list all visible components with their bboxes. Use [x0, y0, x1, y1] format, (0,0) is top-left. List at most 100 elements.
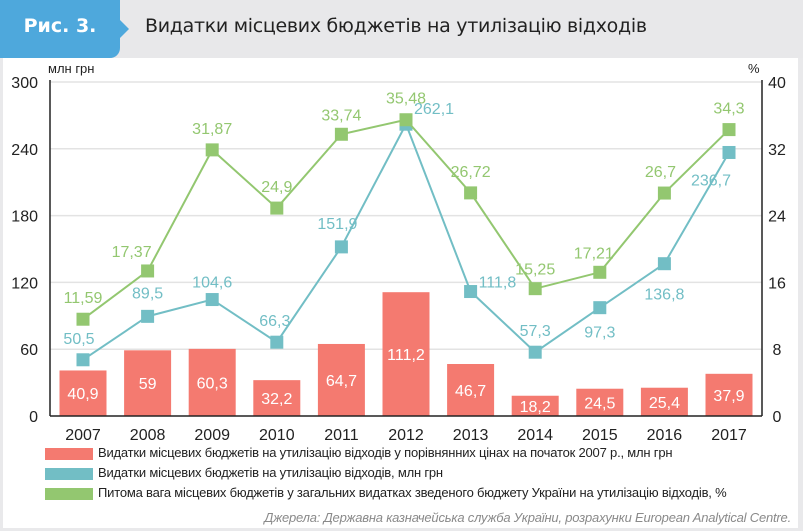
- bar: [59, 370, 107, 416]
- spending-marker: [141, 309, 155, 323]
- share-marker: [657, 186, 671, 200]
- x-tick-label: 2013: [453, 427, 489, 444]
- x-tick-label: 2016: [647, 427, 683, 444]
- bar: [511, 395, 559, 416]
- spending-marker: [270, 335, 284, 349]
- spending-label: 236,7: [691, 172, 731, 189]
- legend-swatch-bars: [45, 448, 93, 460]
- bar-label: 24,5: [584, 395, 615, 412]
- bar: [188, 348, 236, 416]
- right-axis-unit: %: [748, 61, 760, 76]
- bar-series: [59, 292, 753, 416]
- spending-label: 97,3: [584, 325, 615, 342]
- share-marker: [141, 264, 155, 278]
- spending-label: 50,5: [63, 331, 94, 348]
- legend-label-bars: Видатки місцевих бюджетів на утилізацію …: [98, 445, 673, 460]
- x-tick-label: 2012: [388, 427, 424, 444]
- right-tick-label: 24: [768, 209, 786, 226]
- spending-label: 151,9: [317, 216, 357, 233]
- right-tick-label: 16: [768, 275, 786, 292]
- bar-label: 111,2: [387, 347, 425, 364]
- share-marker: [399, 113, 413, 127]
- spending-marker: [528, 345, 542, 359]
- left-tick-label: 240: [11, 142, 38, 159]
- bar-label: 18,2: [520, 399, 551, 416]
- bar-label: 40,9: [67, 386, 98, 403]
- share-marker: [528, 282, 542, 296]
- right-tick-label: 40: [768, 75, 786, 92]
- bar: [640, 387, 688, 416]
- spending-label: 66,3: [259, 313, 290, 330]
- spending-marker: [593, 301, 607, 315]
- spending-marker: [334, 240, 348, 254]
- source-note: Джерела: Державна казначейська служба Ук…: [264, 510, 791, 525]
- share-label: 17,37: [112, 244, 152, 261]
- spending-label: 89,5: [132, 285, 163, 302]
- bar-label: 46,7: [455, 383, 486, 400]
- left-axis-unit: млн грн: [48, 61, 95, 76]
- right-tick-label: 0: [773, 409, 782, 426]
- spending-marker: [205, 293, 219, 307]
- figure-label: Рис. 3.: [23, 15, 97, 37]
- chart-title: Видатки місцевих бюджетів на утилізацію …: [145, 15, 647, 37]
- bar: [576, 388, 624, 416]
- share-line: [82, 118, 730, 321]
- left-tick-label: 300: [11, 75, 38, 92]
- spending-marker: [722, 145, 736, 159]
- legend-label-share: Питома вага місцевих бюджетів у загальни…: [98, 485, 727, 500]
- bar-label: 60,3: [197, 375, 228, 392]
- bar: [705, 373, 753, 416]
- share-marker: [270, 201, 284, 215]
- share-label: 17,21: [574, 245, 614, 262]
- bar: [382, 292, 430, 416]
- bar-label: 64,7: [326, 373, 357, 390]
- bar-label: 32,2: [261, 391, 292, 408]
- right-tick-label: 32: [768, 142, 786, 159]
- x-tick-label: 2015: [582, 427, 618, 444]
- spending-label: 262,1: [414, 101, 454, 118]
- spending-label: 104,6: [192, 275, 232, 292]
- x-tick-label: 2014: [517, 427, 553, 444]
- x-tick-label: 2009: [194, 427, 230, 444]
- data-labels: 40,9 59 60,3 32,2 64,7 111,2 46,7 18,2 24,5 25,4 3…: [63, 91, 744, 416]
- spending-label: 136,8: [644, 287, 684, 304]
- share-label: 31,87: [192, 121, 232, 138]
- share-label: 15,25: [515, 262, 555, 279]
- spending-label: 57,3: [520, 323, 551, 340]
- legend-swatch-share: [45, 488, 93, 500]
- x-tick-label: 2010: [259, 427, 295, 444]
- spending-marker: [76, 353, 90, 367]
- share-label: 33,74: [321, 107, 361, 124]
- x-tick-label: 2007: [65, 427, 101, 444]
- line-series: [76, 113, 736, 367]
- gridlines: [50, 81, 762, 350]
- bar: [124, 350, 172, 416]
- axes: 0 60 120 180 240 300 0 8 16 24 32 40 2007 2008 2009 201…: [11, 75, 786, 444]
- left-tick-label: 60: [20, 342, 38, 359]
- figure-badge: Рис. 3.: [0, 0, 129, 58]
- share-label: 24,9: [261, 179, 292, 196]
- left-tick-label: 120: [11, 275, 38, 292]
- share-label: 26,72: [451, 164, 491, 181]
- share-label: 35,48: [386, 91, 426, 108]
- share-label: 11,59: [64, 290, 103, 307]
- legend-label-spending: Видатки місцевих бюджетів на утилізацію …: [98, 465, 443, 480]
- bar-label: 25,4: [649, 395, 680, 412]
- share-marker: [722, 123, 736, 137]
- left-tick-label: 180: [11, 209, 38, 226]
- bar: [317, 343, 365, 416]
- x-tick-label: 2008: [130, 427, 166, 444]
- left-tick-label: 0: [29, 409, 38, 426]
- spending-marker: [464, 285, 478, 299]
- x-tick-label: 2017: [711, 427, 747, 444]
- x-tick-label: 2011: [324, 427, 359, 444]
- share-marker: [205, 143, 219, 157]
- spending-label: 111,8: [479, 275, 517, 292]
- share-marker: [76, 312, 90, 326]
- spending-marker: [657, 257, 671, 271]
- right-tick-label: 8: [773, 342, 782, 359]
- share-marker: [593, 265, 607, 279]
- share-label: 26,7: [645, 164, 676, 181]
- share-label: 34,3: [713, 101, 744, 118]
- header-band: Рис. 3. Видатки місцевих бюджетів на ути…: [0, 0, 803, 58]
